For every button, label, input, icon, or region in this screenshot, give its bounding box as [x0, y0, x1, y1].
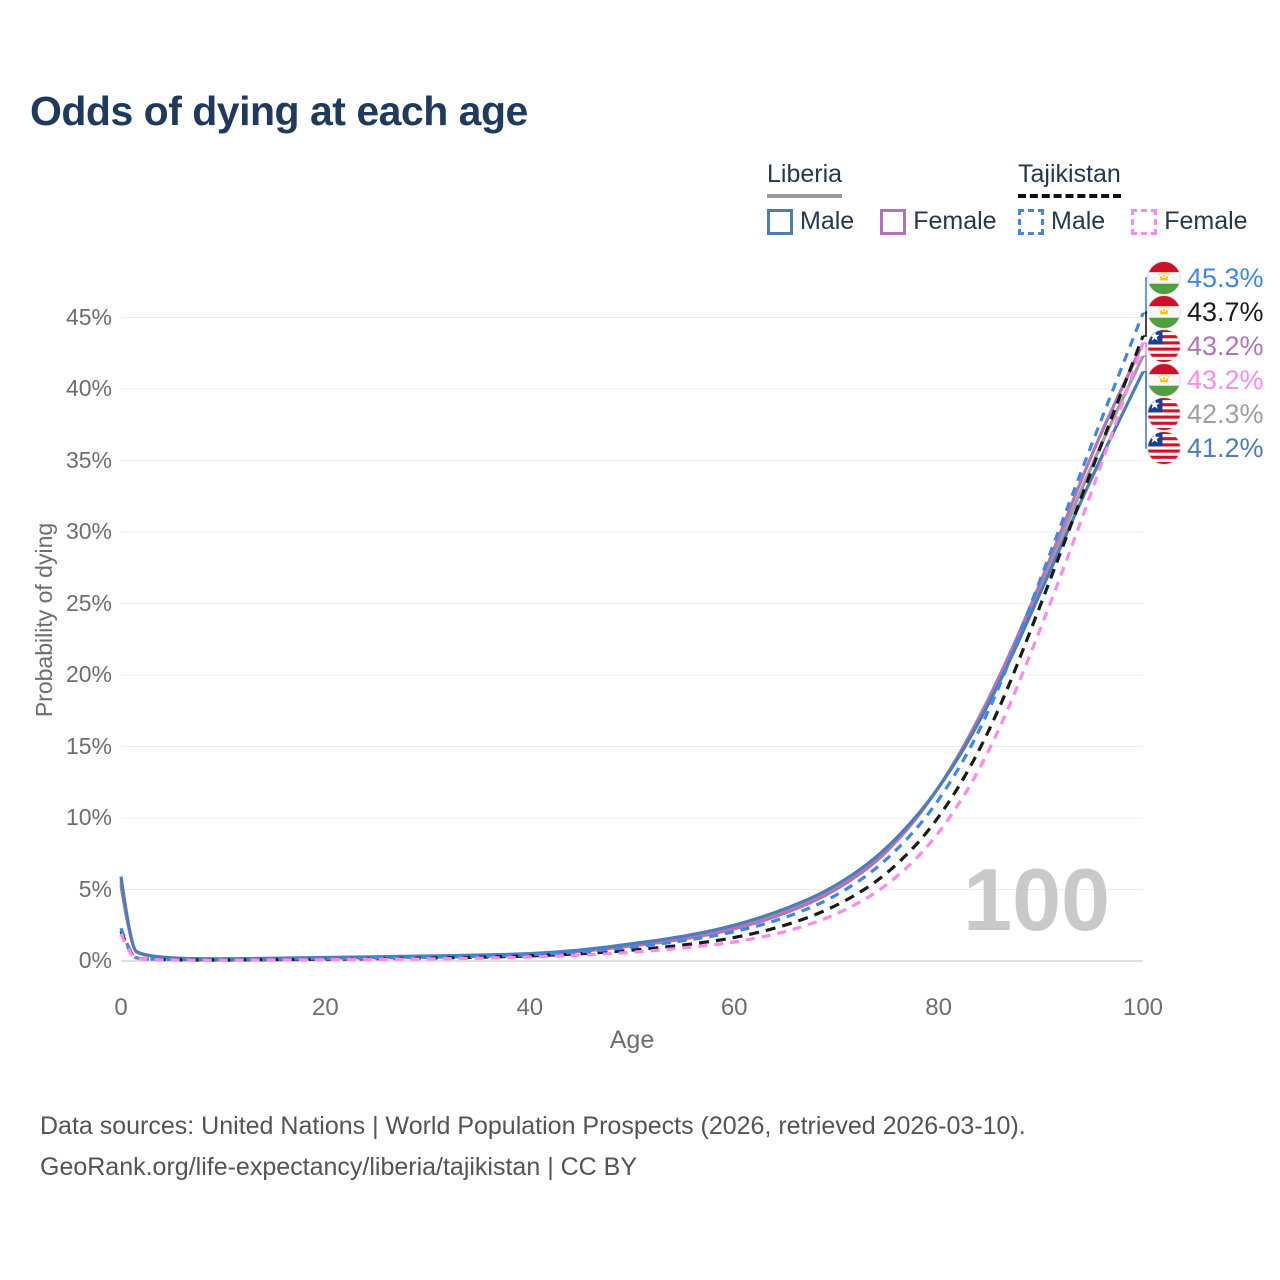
tajikistan-male-swatch-icon — [1018, 208, 1044, 235]
series-line-tajikistan_male — [119, 312, 1145, 962]
x-tick-label: 100 — [1122, 994, 1164, 1021]
y-tick-label: 30% — [65, 518, 112, 544]
legend-item-liberia-male[interactable]: Male — [767, 207, 854, 236]
end-label-row: 43.7% — [1147, 294, 1264, 330]
legend-item-label: Male — [1051, 207, 1106, 235]
tajikistan-flag-icon — [1147, 363, 1181, 397]
end-label-value: 43.2% — [1187, 330, 1264, 361]
legend-item-label: Male — [800, 207, 855, 235]
liberia-flag-icon — [1147, 431, 1181, 465]
liberia-flag-icon — [1147, 397, 1181, 431]
end-label-value: 45.3% — [1187, 262, 1264, 293]
end-label-value: 43.7% — [1187, 296, 1264, 327]
end-label-row: 43.2% — [1147, 362, 1264, 398]
x-tick-label: 60 — [720, 994, 748, 1021]
y-tick-label: 5% — [78, 875, 112, 902]
legend-country-tajikistan[interactable]: Tajikistan — [1018, 160, 1121, 198]
end-label-value: 41.2% — [1187, 432, 1264, 463]
legend-country-liberia[interactable]: Liberia — [767, 160, 843, 198]
x-tick-label: 20 — [312, 994, 339, 1021]
tajikistan-female-swatch-icon — [1131, 208, 1158, 235]
legend-item-label: Female — [1164, 207, 1248, 235]
y-tick-label: 40% — [65, 375, 112, 401]
end-label-value: 42.3% — [1187, 398, 1264, 429]
footer-link[interactable]: GeoRank.org/life-expectancy/liberia/taji… — [40, 1153, 638, 1181]
y-tick-label: 35% — [65, 446, 112, 473]
end-label-row: 42.3% — [1147, 396, 1264, 432]
y-tick-label: 10% — [65, 804, 112, 830]
y-tick-label: 20% — [65, 661, 112, 687]
y-axis-title: Probability of dying — [31, 522, 57, 718]
liberia-male-swatch-icon — [767, 208, 793, 235]
x-tick-label: 0 — [114, 994, 128, 1021]
series-line-tajikistan_both — [119, 335, 1145, 962]
y-tick-label: 25% — [65, 589, 112, 616]
page-title: Odds of dying at each age — [30, 88, 528, 134]
y-tick-label: 0% — [78, 947, 112, 973]
liberia-flag-icon — [1147, 329, 1181, 363]
legend-item-tajikistan-female[interactable]: Female — [1131, 207, 1248, 236]
end-label-row: 45.3% — [1147, 260, 1264, 296]
tajikistan-flag-icon — [1147, 295, 1181, 329]
legend-group-tajikistan: Tajikistan Male Female — [1018, 160, 1248, 236]
legend-item-tajikistan-male[interactable]: Male — [1018, 207, 1105, 236]
end-label-row: 43.2% — [1147, 328, 1264, 364]
legend-item-label: Female — [913, 207, 997, 235]
tajikistan-flag-icon — [1147, 261, 1181, 295]
legend-group-liberia: Liberia Male Female — [767, 160, 997, 236]
age-counter-watermark: 100 — [963, 850, 1110, 949]
end-label-row: 41.2% — [1147, 430, 1264, 466]
end-label-value: 43.2% — [1187, 364, 1264, 395]
y-tick-label: 45% — [65, 303, 112, 330]
x-tick-label: 40 — [516, 994, 544, 1021]
series-line-tajikistan_female — [119, 342, 1145, 962]
x-axis-title: Age — [609, 1026, 655, 1054]
liberia-female-swatch-icon — [880, 208, 907, 235]
y-tick-label: 15% — [65, 732, 112, 759]
footer: Data sources: United Nations | World Pop… — [40, 1106, 1026, 1188]
x-tick-label: 80 — [925, 994, 952, 1021]
legend-item-liberia-female[interactable]: Female — [880, 207, 997, 236]
footer-sources: Data sources: United Nations | World Pop… — [40, 1112, 1026, 1140]
